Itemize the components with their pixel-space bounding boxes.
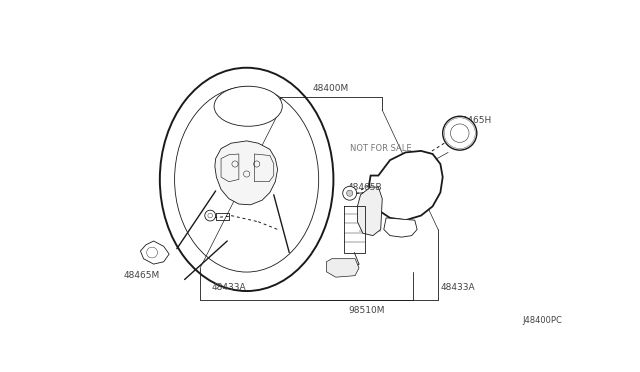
Polygon shape — [358, 187, 382, 235]
Polygon shape — [369, 151, 443, 220]
Text: 48465H: 48465H — [456, 116, 492, 125]
Text: 48400M: 48400M — [313, 84, 349, 93]
Circle shape — [347, 190, 353, 196]
Circle shape — [205, 210, 216, 221]
Polygon shape — [384, 218, 417, 237]
Ellipse shape — [214, 86, 282, 126]
Polygon shape — [326, 259, 359, 277]
Text: 48465B: 48465B — [347, 183, 381, 192]
Text: 48433A: 48433A — [441, 283, 476, 292]
Text: 48465M: 48465M — [124, 271, 160, 280]
Polygon shape — [140, 241, 169, 264]
Circle shape — [443, 116, 477, 150]
Text: NOT FOR SALE: NOT FOR SALE — [350, 144, 412, 153]
Circle shape — [343, 186, 356, 200]
Polygon shape — [215, 141, 278, 205]
Text: 98510M: 98510M — [349, 306, 385, 315]
Text: J48400PC: J48400PC — [522, 316, 562, 325]
Text: 48433A: 48433A — [211, 283, 246, 292]
